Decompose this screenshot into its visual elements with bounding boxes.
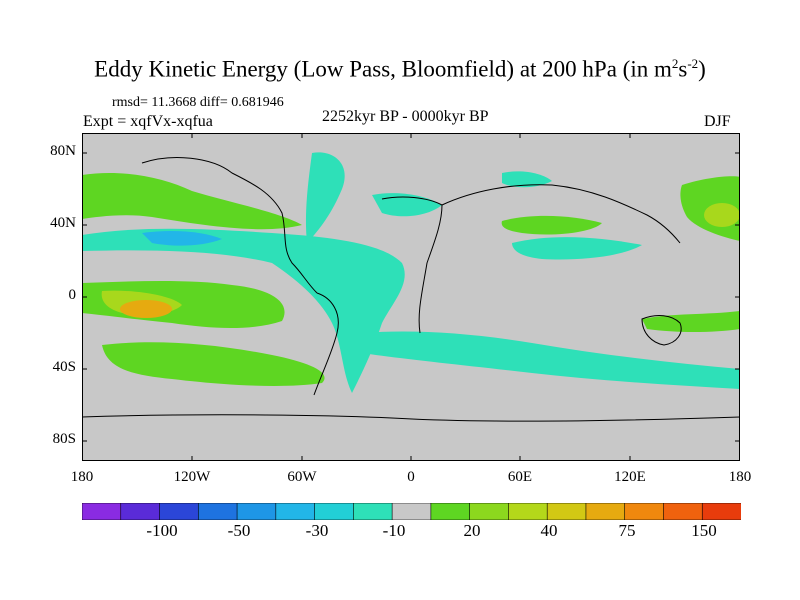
x-tick-180w: 180: [70, 469, 94, 485]
x-tick-120e: 120E: [614, 469, 646, 485]
y-tick-80n: 80N: [50, 143, 76, 159]
region-north-atlantic: [305, 152, 345, 243]
region-southern-ocean: [362, 331, 740, 389]
negative-anomaly-regions: [82, 152, 740, 393]
coast-australia: [641, 315, 682, 346]
colorbar-label-minus30: -30: [305, 521, 329, 540]
colorbar-label-minus100: -100: [146, 521, 178, 540]
period-label: 2252kyr BP - 0000kyr BP: [322, 108, 489, 125]
colorbar-swatch-14: [624, 503, 665, 520]
positive-anomaly-regions: [82, 172, 740, 386]
experiment-label: Expt = xqfVx-xqfua: [83, 113, 213, 130]
x-tick-0: 0: [407, 469, 415, 485]
region-indian: [512, 237, 642, 260]
season-label: DJF: [704, 113, 731, 130]
coast-africa: [381, 196, 443, 334]
plot-title: Eddy Kinetic Energy (Low Pass, Bloomfiel…: [94, 56, 706, 82]
colorbar-swatch-3: [197, 503, 238, 520]
colorbar-swatch-16: [701, 503, 741, 520]
x-tick-120w: 120W: [173, 469, 211, 485]
region-north-pacific: [82, 172, 302, 230]
colorbar-swatch-15: [663, 503, 704, 520]
colorbar-swatch-6: [314, 503, 355, 520]
colorbar-label-minus10: -10: [382, 521, 406, 540]
region-north-west-pacific-core: [704, 203, 740, 227]
colorbar-swatch-4: [236, 503, 277, 520]
colorbar-swatch-5: [275, 503, 316, 520]
region-siberia: [502, 171, 552, 188]
colorbar-label-75: 75: [618, 521, 636, 540]
x-tick-60w: 60W: [287, 469, 317, 485]
colorbar-swatch-9: [430, 503, 471, 520]
colorbar-swatch-1: [120, 503, 161, 520]
colorbar-swatch-2: [159, 503, 200, 520]
map-plot: [82, 133, 740, 461]
colorbar: [82, 503, 741, 520]
y-tick-40n: 40N: [50, 215, 76, 231]
colorbar-label-minus50: -50: [227, 521, 251, 540]
x-tick-180e: 180: [728, 469, 752, 485]
map-frame: [82, 133, 740, 461]
y-tick-0: 0: [68, 287, 77, 303]
colorbar-label-40: 40: [540, 521, 558, 540]
y-tick-40s: 40S: [52, 359, 76, 375]
coastlines: [82, 157, 740, 422]
region-south-pacific: [102, 342, 325, 386]
coast-north-america: [141, 157, 318, 294]
colorbar-swatch-12: [546, 503, 587, 520]
colorbar-label-150: 150: [691, 521, 717, 540]
coast-antarctica: [82, 414, 740, 422]
x-tick-60e: 60E: [507, 469, 533, 485]
colorbar-swatch-13: [585, 503, 626, 520]
coast-asia: [441, 184, 681, 244]
colorbar-swatch-0: [82, 503, 122, 520]
region-north-africa-asia: [501, 215, 602, 235]
colorbar-swatch-10: [469, 503, 510, 520]
colorbar-label-20: 20: [463, 521, 481, 540]
y-tick-80s: 80S: [52, 431, 76, 447]
region-atlantic-band: [82, 228, 405, 393]
colorbar-swatch-11: [508, 503, 548, 520]
colorbar-swatch-7: [353, 503, 393, 520]
colorbar-swatch-8: [391, 503, 432, 520]
coast-south-america: [313, 292, 339, 396]
region-pacific-blue: [142, 231, 222, 246]
stats-label: rmsd= 11.3668 diff= 0.681946: [112, 95, 284, 110]
region-pacific-max: [120, 300, 172, 318]
